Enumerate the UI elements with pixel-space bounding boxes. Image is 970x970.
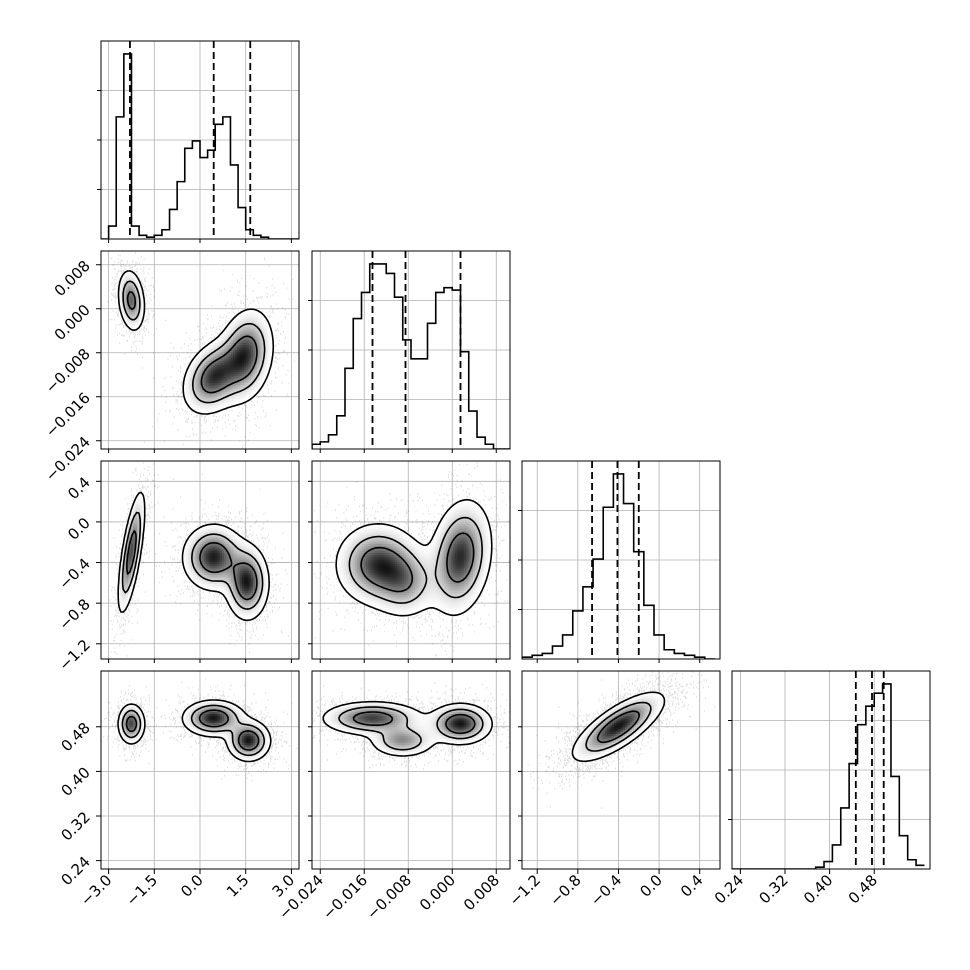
panel-frame bbox=[311, 670, 511, 870]
histogram-panel-p4 bbox=[728, 670, 931, 870]
x-tick-label-p2: 0.000 bbox=[416, 871, 459, 914]
joint-panel-p1-p2 bbox=[100, 250, 300, 450]
y-tick-label-p4: 0.32 bbox=[57, 808, 93, 844]
panel-frame bbox=[521, 670, 721, 870]
y-tick-label-p4: 0.40 bbox=[57, 763, 93, 799]
contour-line bbox=[360, 532, 475, 593]
panels-layer bbox=[97, 40, 931, 870]
joint-panel-contents bbox=[101, 461, 299, 659]
histogram-step-line bbox=[732, 683, 925, 869]
x-tick-label-p4: 0.32 bbox=[755, 871, 791, 907]
contour-line bbox=[322, 700, 493, 757]
joint-panel-p1-p3 bbox=[100, 460, 300, 660]
contour-line bbox=[117, 270, 275, 415]
joint-panel-p3-p4 bbox=[521, 670, 721, 870]
contour-line bbox=[338, 706, 484, 751]
contour-line bbox=[585, 701, 652, 752]
y-tick-label-p3: 0.0 bbox=[64, 514, 94, 544]
joint-panel-contents bbox=[101, 671, 299, 869]
y-tick-label-p3: −1.2 bbox=[55, 636, 93, 674]
y-tick-label-p2: −0.008 bbox=[42, 345, 94, 397]
contour-line bbox=[121, 704, 265, 757]
y-tick-label-p4: 0.48 bbox=[57, 719, 93, 755]
joint-panel-p2-p3 bbox=[311, 460, 511, 660]
y-tick-label-p3: 0.4 bbox=[64, 473, 94, 503]
contour-line bbox=[117, 491, 270, 622]
x-tick-label-p3: 0.4 bbox=[677, 871, 707, 901]
contour-line bbox=[125, 709, 260, 751]
y-tick-label-p2: −0.016 bbox=[42, 389, 94, 441]
y-tick-label-p3: −0.4 bbox=[55, 555, 93, 593]
joint-panel-p1-p4 bbox=[100, 670, 300, 870]
contour-line bbox=[348, 516, 483, 604]
x-tick-label-p4: 0.24 bbox=[711, 871, 747, 907]
histogram-step-line bbox=[312, 263, 510, 449]
joint-panel-contents bbox=[312, 671, 510, 869]
y-tick-label-p2: 0.008 bbox=[51, 257, 94, 300]
contour-line bbox=[335, 499, 493, 617]
x-tick-label-p1: −3.0 bbox=[77, 871, 115, 909]
contour-line bbox=[122, 280, 266, 404]
x-tick-label-p2: −0.008 bbox=[363, 871, 415, 923]
joint-panel-contents bbox=[101, 251, 299, 449]
histogram-panel-p3 bbox=[518, 460, 721, 660]
panel-frame bbox=[311, 250, 511, 450]
x-tick-label-p1: −1.5 bbox=[123, 871, 161, 909]
joint-panel-contents bbox=[522, 671, 720, 869]
x-tick-label-p2: −0.016 bbox=[319, 871, 371, 923]
contour-line bbox=[117, 699, 272, 763]
x-tick-label-p3: −1.2 bbox=[506, 871, 544, 909]
x-tick-label-p3: −0.4 bbox=[587, 871, 625, 909]
y-tick-label-p2: 0.000 bbox=[51, 301, 94, 344]
panel-frame bbox=[521, 460, 721, 660]
x-tick-label-p2: 0.008 bbox=[460, 871, 503, 914]
y-tick-label-p2: −0.024 bbox=[42, 433, 94, 485]
contour-line bbox=[126, 291, 258, 394]
panel-frame bbox=[731, 670, 931, 870]
contour-line bbox=[596, 710, 640, 744]
x-tick-label-p1: 0.0 bbox=[177, 871, 207, 901]
x-tick-label-p1: 1.5 bbox=[223, 871, 253, 901]
joint-panel-p2-p4 bbox=[311, 670, 511, 870]
panel-frame bbox=[311, 460, 511, 660]
y-tick-label-p4: 0.24 bbox=[57, 853, 93, 889]
histogram-step-line bbox=[101, 53, 299, 239]
contour-line bbox=[352, 711, 476, 735]
x-tick-label-p4: 0.40 bbox=[800, 871, 836, 907]
y-tick-label-p3: −0.8 bbox=[55, 595, 93, 633]
joint-panel-contents bbox=[312, 461, 510, 659]
contour-line bbox=[126, 530, 258, 601]
histogram-panel-p1 bbox=[97, 40, 300, 240]
contour-line bbox=[571, 691, 666, 763]
contour-line bbox=[121, 511, 264, 610]
histogram-panel-p2 bbox=[308, 250, 511, 450]
x-tick-label-p3: 0.0 bbox=[636, 871, 666, 901]
x-tick-label-p3: −0.8 bbox=[546, 871, 584, 909]
histogram-step-line bbox=[522, 473, 715, 659]
x-tick-label-p4: 0.48 bbox=[845, 871, 881, 907]
